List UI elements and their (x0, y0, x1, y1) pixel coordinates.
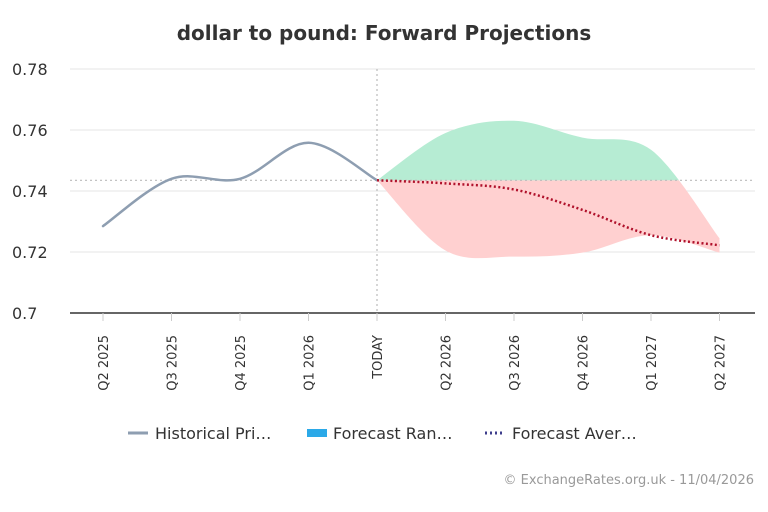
x-tick-label: Q3 2026 (508, 335, 523, 391)
reference-lines (70, 69, 755, 313)
x-tick-label: Q2 2026 (440, 335, 455, 391)
legend-item[interactable]: Historical Pri… (128, 424, 271, 443)
x-tick-label: Q2 2025 (97, 335, 112, 391)
forecast-range-upper (377, 120, 679, 181)
x-tick-label: Q4 2026 (577, 335, 592, 391)
x-tick-label: Q4 2025 (234, 335, 249, 391)
forecast-average-line[interactable] (376, 179, 720, 247)
y-axis-ticks: 0.7 0.72 0.74 0.76 0.78 (12, 60, 48, 323)
x-tick-label: Q3 2025 (166, 335, 181, 391)
y-tick-label: 0.78 (12, 60, 48, 79)
series-lines (101, 141, 720, 247)
x-tick-label: Q1 2026 (303, 335, 318, 391)
legend-label: Historical Pri… (155, 424, 271, 443)
legend: Historical Pri… Forecast Ran… Forecast Ave… (128, 424, 637, 443)
x-tick-label: TODAY (371, 335, 386, 380)
y-tick-label: 0.74 (12, 182, 48, 201)
y-tick-label: 0.72 (12, 243, 48, 262)
legend-label: Forecast Ran… (333, 424, 453, 443)
legend-item[interactable]: Forecast Ran… (307, 424, 453, 443)
legend-label: Forecast Aver… (512, 424, 637, 443)
x-tick-label: Q2 2027 (714, 335, 729, 391)
y-tick-label: 0.7 (12, 304, 37, 323)
x-axis-ticks: Q2 2025 Q3 2025 Q4 2025 Q1 2026 TODAY Q2 2026… (97, 313, 729, 391)
chart-title: dollar to pound: Forward Projections (177, 21, 592, 45)
historical-price-line[interactable] (101, 141, 379, 228)
chart-credit[interactable]: © ExchangeRates.org.uk - 11/04/2026 (504, 473, 754, 488)
y-tick-label: 0.76 (12, 121, 48, 140)
legend-swatch-forecast-range (307, 429, 327, 437)
forecast-range-lower (377, 180, 720, 259)
legend-item[interactable]: Forecast Aver… (485, 424, 637, 443)
x-tick-label: Q1 2027 (645, 335, 660, 391)
forecast-range-area (377, 120, 720, 259)
